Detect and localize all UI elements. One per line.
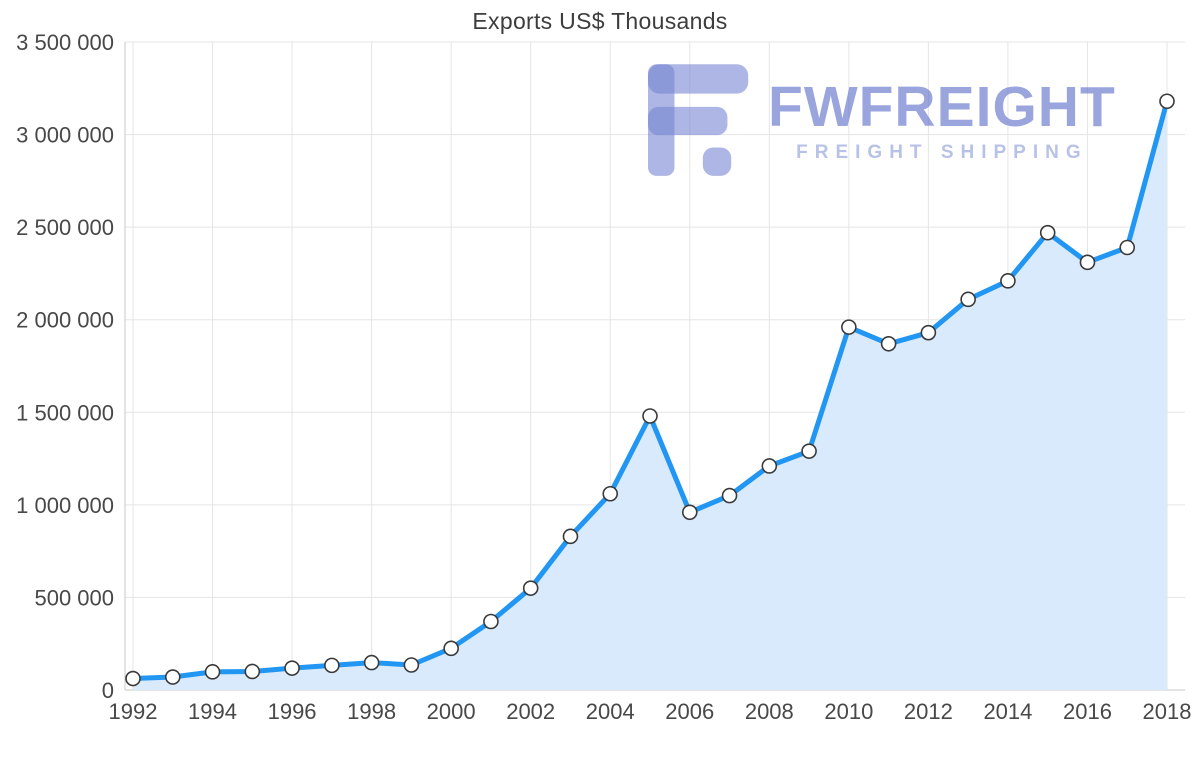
y-axis-label: 1 000 000 xyxy=(16,493,114,518)
y-axis-label: 2 000 000 xyxy=(16,308,114,333)
series-area xyxy=(133,101,1167,690)
x-axis-label: 2006 xyxy=(665,699,714,724)
data-point xyxy=(761,458,778,474)
data-point xyxy=(443,640,459,657)
x-axis-label: 2012 xyxy=(904,699,953,724)
data-point xyxy=(522,580,539,596)
data-point xyxy=(562,528,579,545)
data-point xyxy=(642,408,658,424)
data-point xyxy=(880,335,897,352)
data-point xyxy=(125,670,141,687)
y-axis-label: 2 500 000 xyxy=(16,215,114,240)
y-axis-label: 500 000 xyxy=(34,585,114,610)
chart-title: Exports US$ Thousands xyxy=(472,8,728,34)
data-point xyxy=(403,657,420,673)
data-point xyxy=(1000,273,1016,289)
x-axis-label: 2014 xyxy=(983,699,1032,724)
x-axis-label: 1994 xyxy=(188,699,237,724)
data-point xyxy=(841,319,857,335)
x-axis-label: 2004 xyxy=(586,699,635,724)
x-axis-label: 2018 xyxy=(1143,699,1192,724)
x-axis-label: 2008 xyxy=(745,699,794,724)
x-axis-label: 2002 xyxy=(506,699,555,724)
y-axis-label: 1 500 000 xyxy=(16,400,114,425)
y-axis-label: 3 500 000 xyxy=(16,30,114,55)
data-point xyxy=(324,657,340,674)
data-point xyxy=(602,485,619,502)
x-axis-label: 2016 xyxy=(1063,699,1112,724)
data-point xyxy=(801,443,817,459)
y-axis-label: 0 xyxy=(102,678,114,703)
data-point xyxy=(244,663,261,680)
x-axis-label: 2010 xyxy=(824,699,873,724)
x-axis-label: 1996 xyxy=(268,699,317,724)
x-axis-label: 1998 xyxy=(347,699,396,724)
x-axis-label: 1992 xyxy=(109,699,158,724)
data-point xyxy=(1079,254,1096,271)
data-point xyxy=(1119,239,1136,256)
data-point xyxy=(1039,224,1056,241)
y-axis-label: 3 000 000 xyxy=(16,123,114,148)
data-point xyxy=(721,487,738,504)
data-point xyxy=(204,664,221,680)
data-point xyxy=(363,654,380,671)
x-axis-label: 2000 xyxy=(427,699,476,724)
data-point xyxy=(681,504,698,521)
data-point xyxy=(1159,93,1175,110)
data-point xyxy=(164,669,181,685)
data-point xyxy=(483,613,499,630)
data-point xyxy=(960,291,976,308)
data-point xyxy=(920,324,937,341)
data-point xyxy=(284,660,300,676)
